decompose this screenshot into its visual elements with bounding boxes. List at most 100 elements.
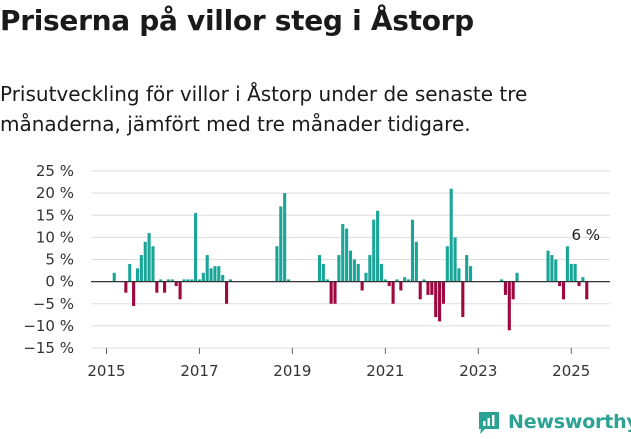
x-tick-label: 2021 xyxy=(366,362,404,380)
bar xyxy=(209,268,213,282)
bar xyxy=(217,266,221,282)
bar xyxy=(573,263,577,282)
x-tick-label: 2015 xyxy=(87,362,125,380)
bar xyxy=(387,281,391,287)
bar xyxy=(414,241,418,282)
bar xyxy=(348,250,353,282)
bar xyxy=(565,246,569,282)
bar xyxy=(376,210,380,282)
bar xyxy=(403,277,407,282)
newsworthy-logo: Newsworthy xyxy=(476,407,631,437)
bar xyxy=(391,281,395,304)
bar xyxy=(155,281,159,293)
bar xyxy=(449,188,453,282)
bar xyxy=(581,277,585,282)
bar xyxy=(577,281,581,287)
bar xyxy=(461,281,465,318)
annotation-label: 6 % xyxy=(571,226,600,244)
bar xyxy=(283,193,287,282)
bar xyxy=(170,279,174,282)
bar xyxy=(317,255,322,282)
bar xyxy=(434,281,438,318)
bar xyxy=(197,279,201,282)
bar xyxy=(201,272,205,282)
bar xyxy=(453,237,457,282)
bar xyxy=(379,263,384,282)
bar xyxy=(182,279,186,282)
bar xyxy=(410,219,415,282)
bar xyxy=(151,246,155,282)
bar xyxy=(275,246,279,282)
bar xyxy=(507,281,511,331)
page-subtitle: Prisutveckling för villor i Åstorp under… xyxy=(0,82,528,136)
bar xyxy=(163,281,167,293)
x-tick-label: 2025 xyxy=(552,362,590,380)
bar xyxy=(279,206,283,282)
bar xyxy=(286,279,291,282)
bar xyxy=(329,281,333,304)
page-title: Priserna på villor steg i Åstorp xyxy=(0,4,474,37)
bar xyxy=(360,281,364,291)
brand-name: Newsworthy xyxy=(508,411,631,433)
bar xyxy=(186,279,190,282)
bar xyxy=(147,232,151,282)
bar xyxy=(194,213,198,282)
bar xyxy=(356,263,360,282)
bar xyxy=(515,272,519,282)
bar xyxy=(561,281,566,300)
x-tick-label: 2017 xyxy=(180,362,218,380)
bar xyxy=(139,255,143,282)
bar xyxy=(321,263,325,282)
x-tick-label: 2023 xyxy=(459,362,497,380)
bar xyxy=(550,255,554,282)
y-tick-label: −10 % xyxy=(23,317,74,335)
bar xyxy=(569,263,573,282)
bar xyxy=(166,279,171,282)
bar xyxy=(554,259,558,282)
bar xyxy=(159,279,163,282)
y-tick-label: −5 % xyxy=(33,295,74,313)
bar xyxy=(178,281,182,300)
bar xyxy=(441,281,446,304)
bar xyxy=(221,274,225,282)
bar xyxy=(546,250,550,282)
bar xyxy=(132,281,136,306)
bar xyxy=(438,281,442,322)
bar xyxy=(325,279,329,282)
bar xyxy=(128,263,132,282)
bar xyxy=(174,281,178,287)
y-tick-label: 15 % xyxy=(36,206,74,224)
bar xyxy=(585,281,589,300)
bar xyxy=(426,281,430,295)
bar xyxy=(345,228,349,282)
bar xyxy=(372,219,376,282)
bar xyxy=(383,279,387,282)
newsworthy-logo-icon xyxy=(479,412,499,434)
bar xyxy=(364,272,368,282)
bar xyxy=(395,279,399,282)
bar xyxy=(445,246,449,282)
bar xyxy=(341,224,345,282)
bar xyxy=(422,279,426,282)
bar xyxy=(135,268,140,282)
bar xyxy=(143,241,147,282)
y-tick-label: 5 % xyxy=(45,251,74,269)
bar xyxy=(124,281,128,293)
bar xyxy=(465,255,469,282)
bar xyxy=(112,272,116,282)
bar xyxy=(352,259,356,282)
y-tick-label: 10 % xyxy=(36,228,74,246)
y-tick-label: −15 % xyxy=(23,339,74,357)
bar xyxy=(430,281,434,295)
bar xyxy=(500,279,504,282)
y-tick-label: 25 % xyxy=(36,162,74,180)
bar xyxy=(418,281,422,300)
bar xyxy=(469,266,473,282)
bar xyxy=(407,279,411,282)
bar xyxy=(511,281,515,300)
bar xyxy=(503,281,507,295)
bar xyxy=(190,279,194,282)
bar xyxy=(333,281,337,304)
x-tick-label: 2019 xyxy=(273,362,311,380)
